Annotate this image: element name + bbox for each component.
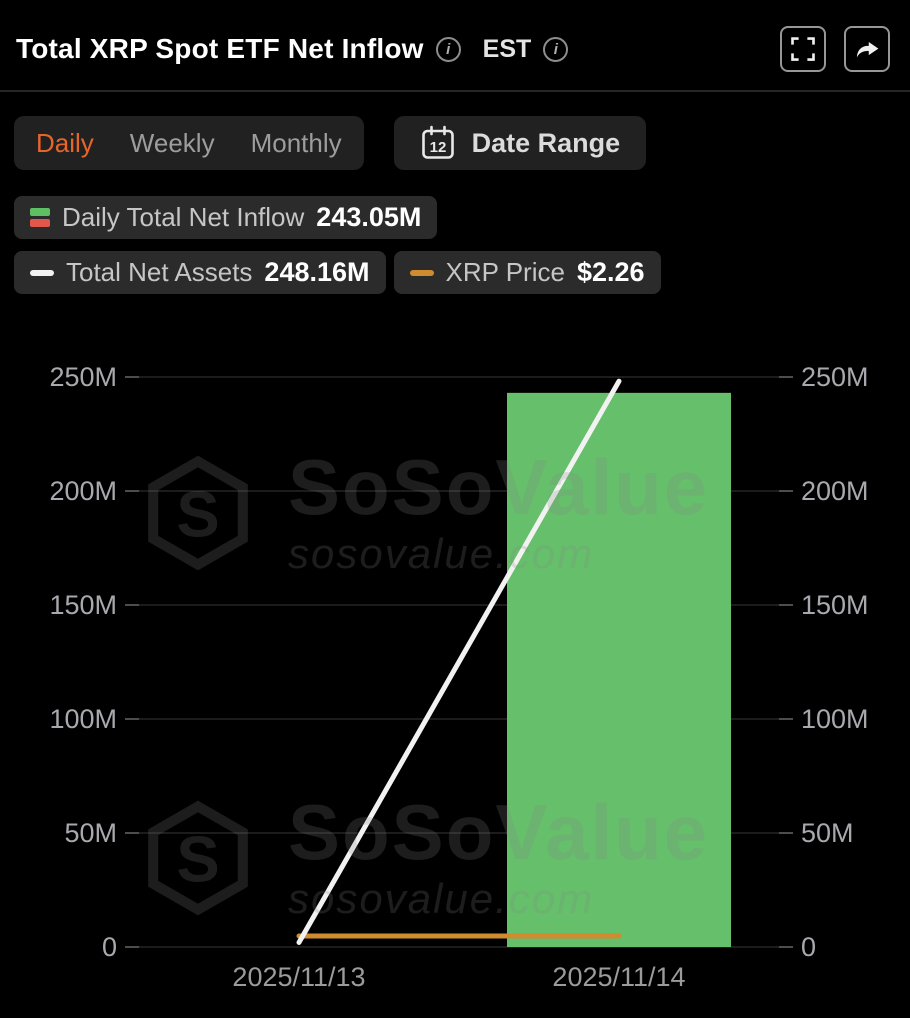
- fullscreen-icon: [791, 37, 815, 61]
- legend-label: XRP Price: [445, 257, 565, 287]
- y-axis-label-right: 0: [801, 932, 816, 962]
- period-tabs: Daily Weekly Monthly: [14, 116, 364, 170]
- calendar-icon: 12: [421, 125, 454, 159]
- tab-monthly[interactable]: Monthly: [250, 127, 342, 158]
- x-axis-label: 2025/11/13: [232, 962, 365, 992]
- share-icon: [856, 42, 879, 58]
- legend-daily-net-inflow[interactable]: Daily Total Net Inflow 243.05M: [14, 196, 438, 239]
- est-info-icon[interactable]: i: [543, 36, 569, 62]
- controls-row: Daily Weekly Monthly 12 Date Range: [14, 116, 910, 170]
- header-divider: [0, 90, 910, 92]
- timezone-label: EST: [482, 34, 532, 63]
- inflow-bar-icon: [30, 208, 50, 227]
- title-info-icon[interactable]: i: [435, 36, 461, 62]
- legend-label: Daily Total Net Inflow: [62, 202, 305, 232]
- y-axis-label-right: 150M: [801, 590, 869, 620]
- y-axis-label-right: 50M: [801, 818, 854, 848]
- x-axis-label: 2025/11/14: [552, 962, 685, 992]
- tab-weekly[interactable]: Weekly: [129, 127, 215, 158]
- y-axis-label-right: 200M: [801, 476, 869, 506]
- chart-canvas: 250M 250M 200M 200M 150M 150M 100M 100M 50M 50M 0 0…: [49, 362, 869, 992]
- legend-value: 243.05M: [316, 202, 422, 232]
- header-actions: [780, 26, 890, 72]
- y-axis-label-right: 250M: [801, 362, 869, 392]
- date-range-button[interactable]: 12 Date Range: [393, 116, 647, 170]
- legend-total-net-assets[interactable]: Total Net Assets 248.16M: [14, 251, 386, 294]
- fullscreen-button[interactable]: [780, 26, 826, 72]
- net-assets-line-icon: [30, 269, 54, 276]
- date-range-label: Date Range: [471, 127, 621, 158]
- y-axis-label-right: 100M: [801, 704, 869, 734]
- legend: Daily Total Net Inflow 243.05M Total Net…: [14, 196, 910, 294]
- chart-area: 250M 250M 200M 200M 150M 150M 100M 100M 50M 50M 0 0…: [0, 326, 910, 1014]
- y-axis-label-left: 200M: [49, 476, 117, 506]
- y-axis-label-left: 50M: [64, 818, 117, 848]
- legend-xrp-price[interactable]: XRP Price $2.26: [393, 251, 661, 294]
- tab-daily[interactable]: Daily: [36, 127, 94, 158]
- y-axis-label-left: 150M: [49, 590, 117, 620]
- legend-value: $2.26: [576, 257, 645, 287]
- page-title: Total XRP Spot ETF Net Inflow: [16, 33, 424, 64]
- legend-value: 248.16M: [264, 257, 370, 287]
- legend-label: Total Net Assets: [66, 257, 253, 287]
- bar-2025/11/14: [507, 392, 731, 947]
- header: Total XRP Spot ETF Net Inflow i EST i: [0, 0, 910, 72]
- y-axis-label-left: 250M: [49, 362, 117, 392]
- y-axis-label-left: 100M: [49, 704, 117, 734]
- share-button[interactable]: [844, 26, 890, 72]
- xrp-price-line-icon: [409, 269, 434, 276]
- calendar-day-number: 12: [429, 139, 446, 156]
- y-axis-label-left: 0: [102, 932, 117, 962]
- line-Total Net Assets: [296, 378, 622, 945]
